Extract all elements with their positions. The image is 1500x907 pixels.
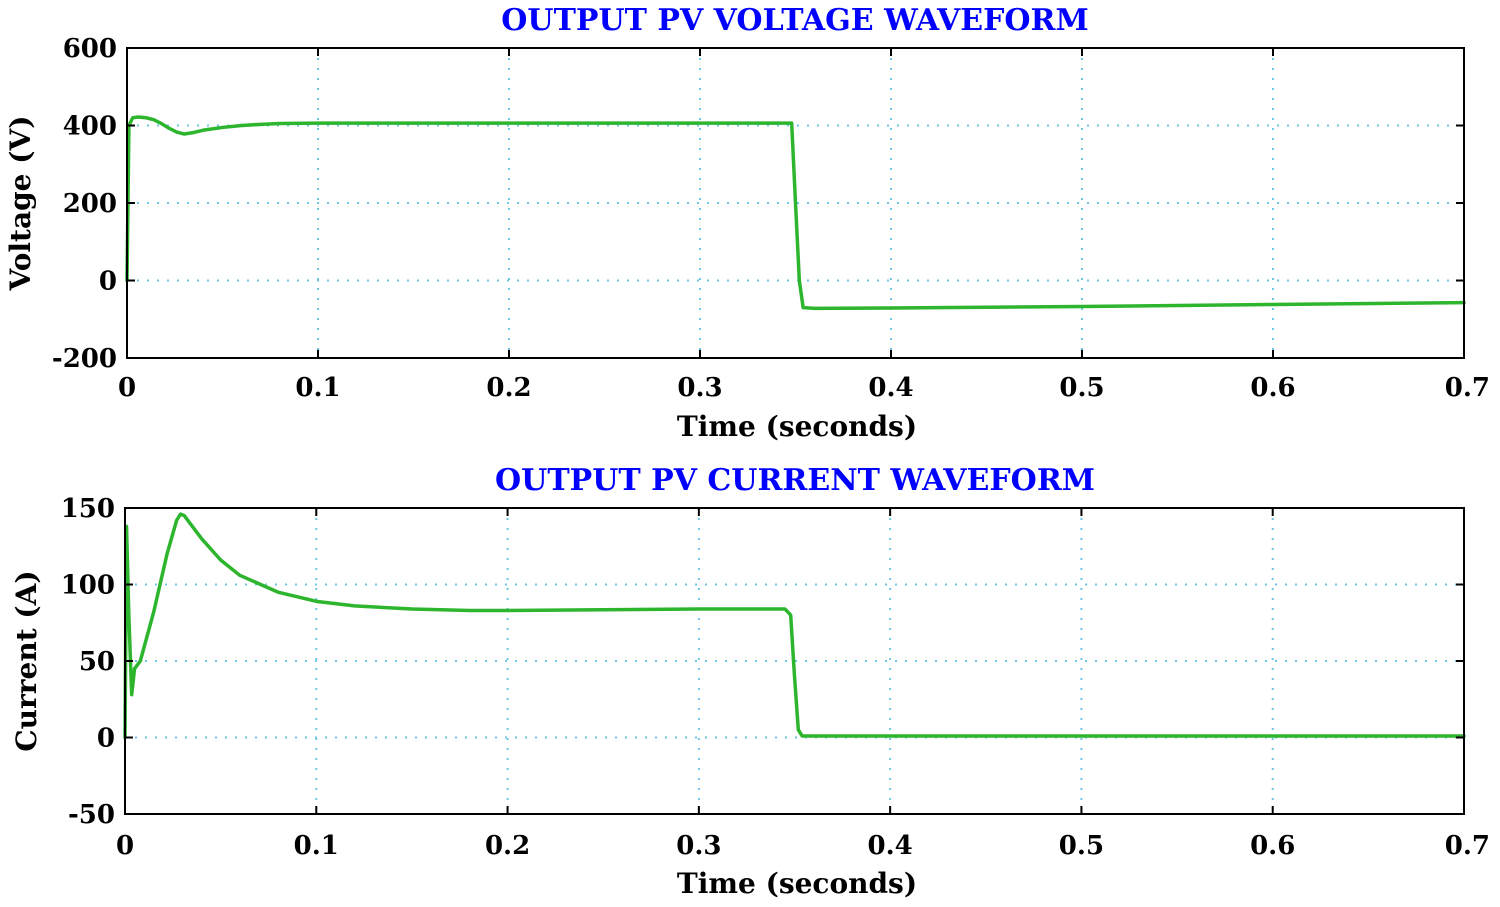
series-line <box>125 115 1466 311</box>
y-tick-label: 50 <box>79 647 115 677</box>
x-tick-label: 0.6 <box>1250 831 1295 861</box>
x-tick-label: 0.7 <box>1445 831 1490 861</box>
x-tick-label: 0.6 <box>1250 373 1295 403</box>
x-tick-label: 0.5 <box>1059 373 1104 403</box>
voltage-chart: 0 0.1 0.2 0.3 0.4 0.5 0.6 0.7-2000200400600OUTP… <box>4 3 1490 443</box>
y-tick-label: 100 <box>61 571 115 601</box>
x-tick-label: 0.1 <box>295 373 340 403</box>
chart-title: OUTPUT PV VOLTAGE WAVEFORM <box>501 3 1088 38</box>
y-tick-label: 0 <box>97 724 115 754</box>
y-tick-label: 600 <box>63 34 117 64</box>
chart-title: OUTPUT PV CURRENT WAVEFORM <box>495 463 1095 498</box>
x-axis-label: Time (seconds) <box>677 410 917 443</box>
x-tick-label: 0.3 <box>676 831 721 861</box>
x-tick-label: 0.2 <box>486 373 531 403</box>
y-tick-label: -50 <box>68 800 115 830</box>
y-tick-label: -200 <box>52 344 117 374</box>
x-tick-label: 0.5 <box>1059 831 1104 861</box>
y-tick-label: 150 <box>61 494 115 524</box>
y-tick-label: 0 <box>99 267 117 297</box>
current-chart: 0 0.1 0.2 0.3 0.4 0.5 0.6 0.7-50050100150OUTPUT… <box>10 463 1490 900</box>
x-tick-label: 0.4 <box>868 373 913 403</box>
x-tick-label: 0.4 <box>868 831 913 861</box>
x-tick-label: 0.1 <box>294 831 339 861</box>
x-axis-label: Time (seconds) <box>677 867 917 900</box>
x-tick-label: 0.3 <box>677 373 722 403</box>
x-tick-label: 0.7 <box>1445 373 1490 403</box>
y-axis-label: Voltage (V) <box>4 116 37 292</box>
y-tick-label: 200 <box>63 189 117 219</box>
x-tick-label: 0 <box>116 831 134 861</box>
x-tick-label: 0.2 <box>485 831 530 861</box>
series-line <box>123 512 1466 740</box>
y-tick-label: 400 <box>63 112 117 142</box>
y-axis-label: Current (A) <box>10 570 43 751</box>
x-tick-label: 0 <box>118 373 136 403</box>
